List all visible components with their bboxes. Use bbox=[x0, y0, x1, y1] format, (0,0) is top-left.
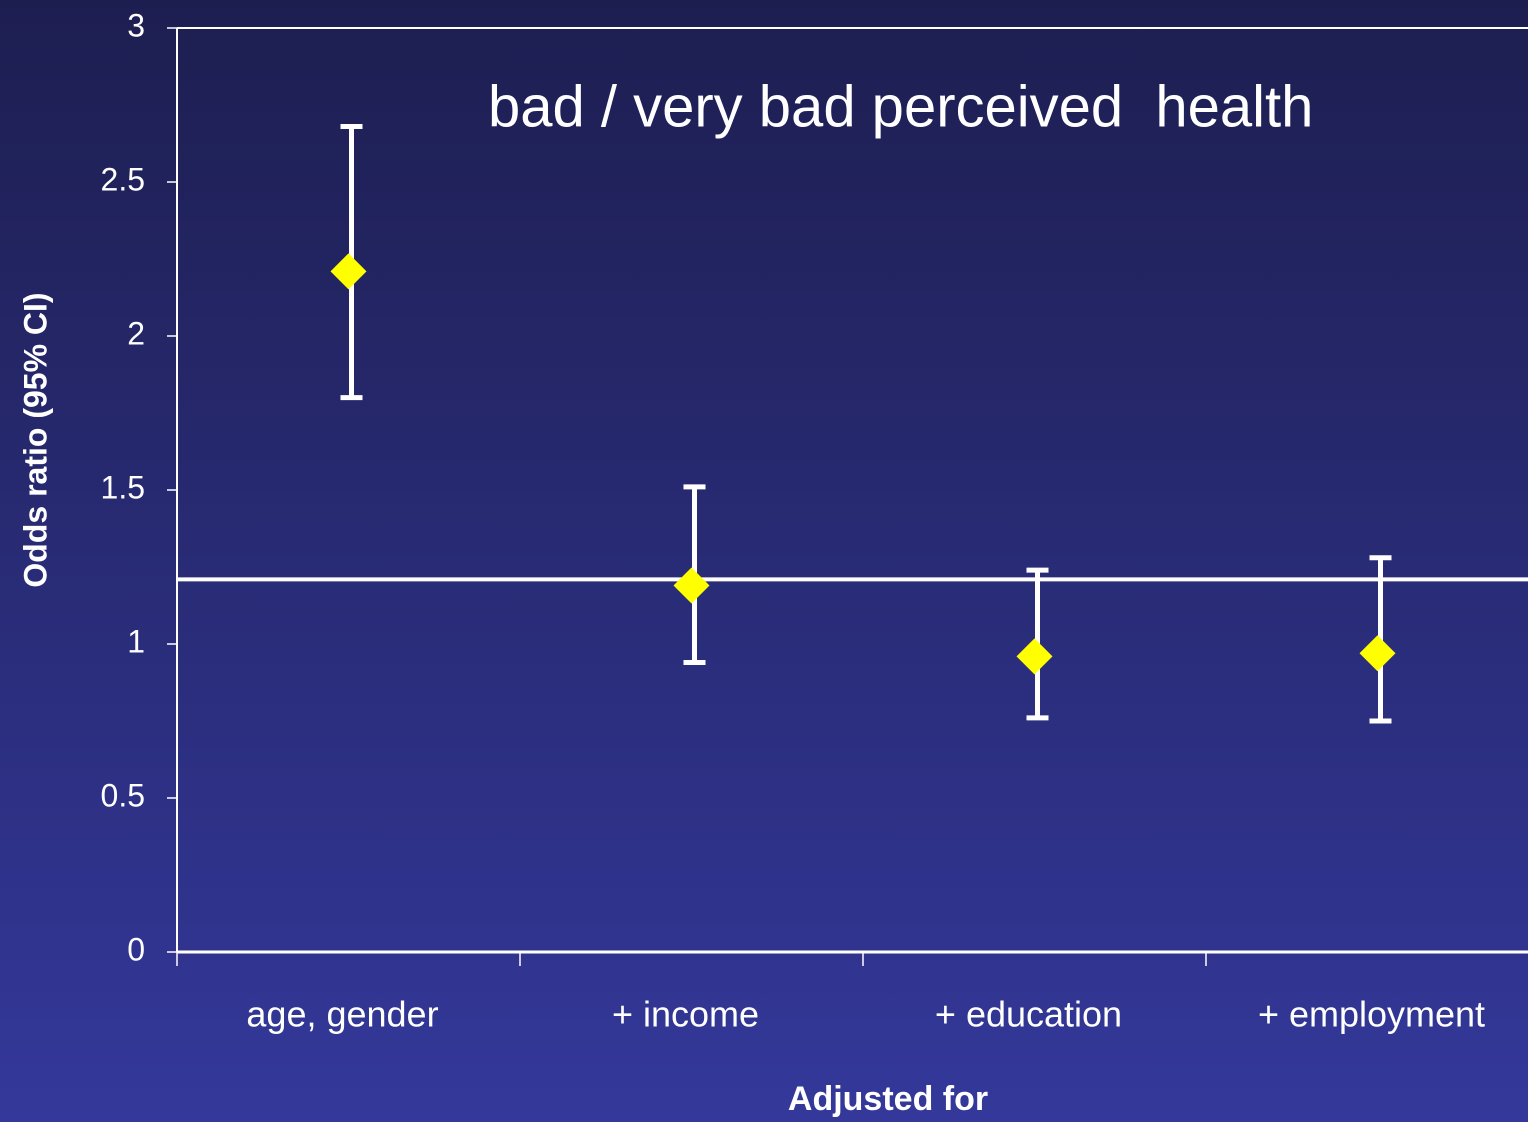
x-tick-label: age, gender bbox=[246, 994, 438, 1035]
y-axis-title: Odds ratio (95% CI) bbox=[17, 292, 53, 587]
y-tick-label: 1 bbox=[127, 623, 145, 659]
point bbox=[1359, 635, 1396, 672]
point bbox=[1016, 638, 1053, 675]
y-tick-label: 1.5 bbox=[101, 469, 145, 505]
point bbox=[673, 567, 710, 604]
y-tick-label: 0 bbox=[127, 931, 145, 967]
y-tick-label: 2 bbox=[127, 315, 145, 351]
y-tick-label: 0.5 bbox=[101, 777, 145, 813]
chart-title: bad / very bad perceived health bbox=[488, 74, 1313, 139]
x-axis-title: Adjusted for bbox=[788, 1080, 988, 1118]
x-tick-label: + education bbox=[935, 994, 1122, 1035]
x-tick-label: + income bbox=[612, 994, 759, 1035]
y-tick-label: 3 bbox=[127, 7, 145, 43]
y-tick-label: 2.5 bbox=[101, 161, 145, 197]
point bbox=[330, 253, 367, 290]
x-tick-label: + employment bbox=[1258, 994, 1485, 1035]
